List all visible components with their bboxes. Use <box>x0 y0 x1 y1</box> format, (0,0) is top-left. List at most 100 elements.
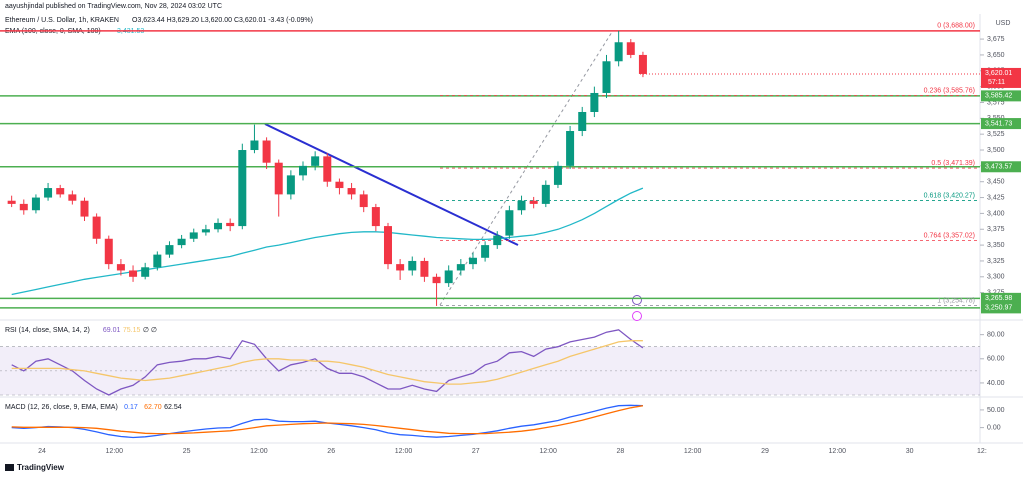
candle-body <box>541 184 550 204</box>
candle-body <box>7 200 16 204</box>
candle-body <box>56 188 65 195</box>
x-tick-label: 12: <box>977 448 987 455</box>
candle-body <box>359 194 368 208</box>
price-badge <box>981 118 1021 130</box>
candle-body <box>323 156 332 182</box>
candle-body <box>201 229 210 233</box>
candle-body <box>226 222 235 227</box>
candle-body <box>626 42 635 55</box>
price-badge-label: 3,473.57 <box>985 164 1012 171</box>
y-tick-label: 3,450 <box>987 179 1005 186</box>
x-tick-label: 12:00 <box>539 448 557 455</box>
logo-mark <box>5 464 14 471</box>
rsi-title: RSI (14, close, SMA, 14, 2) <box>5 327 90 334</box>
candle-body <box>420 260 429 277</box>
candle-body <box>468 257 477 265</box>
candle-body <box>335 181 344 189</box>
price-badge-label: 3,541.73 <box>985 120 1012 127</box>
x-tick-label: 12:00 <box>684 448 702 455</box>
fib-label: 0.5 (3,471.39) <box>931 160 975 167</box>
candle-body <box>456 264 465 271</box>
candle-body <box>214 222 223 230</box>
ohlc-readout: O3,623.44 H3,629.20 L3,620.00 C3,620.01 … <box>132 17 313 24</box>
indicator-readout: 75.15 <box>123 327 141 334</box>
price-badge-label: 3,265.98 <box>985 295 1012 302</box>
candle-body <box>371 207 380 227</box>
candle-body <box>517 200 526 211</box>
candle-body <box>92 216 101 239</box>
y-tick-label: 80.00 <box>987 331 1005 338</box>
candle-body <box>566 131 575 166</box>
candle-body <box>274 162 283 195</box>
y-tick-label: 40.00 <box>987 380 1005 387</box>
candle-body <box>614 42 623 62</box>
y-tick-label: 60.00 <box>987 356 1005 363</box>
y-tick-label: 3,300 <box>987 274 1005 281</box>
y-tick-label: 3,650 <box>987 52 1005 59</box>
current-price-badge <box>981 67 1021 88</box>
candle-body <box>116 264 125 271</box>
trend-line <box>264 123 519 246</box>
countdown: 57:11 <box>988 79 1005 86</box>
price-badge <box>981 90 1021 102</box>
fib-label: 0 (3,688.00) <box>937 23 975 30</box>
currency: USD <box>996 20 1011 27</box>
price-badge <box>981 161 1021 173</box>
candle-body <box>262 140 271 163</box>
candle-body <box>129 270 138 277</box>
candle-body <box>408 260 417 271</box>
price-badge <box>981 302 1021 314</box>
candle-body <box>347 188 356 195</box>
candle-body <box>177 238 186 246</box>
candle-body <box>311 156 320 166</box>
y-tick-label: 3,575 <box>987 99 1005 106</box>
x-tick-label: 28 <box>617 448 625 455</box>
y-tick-label: 3,350 <box>987 242 1005 249</box>
fib-label: 1 (3,254.78) <box>937 297 975 304</box>
price-badge-label: 3,250.97 <box>985 305 1012 312</box>
event-icon[interactable] <box>632 311 642 321</box>
candle-body <box>553 165 562 185</box>
candle-body <box>444 270 453 284</box>
candle-body <box>104 238 113 265</box>
candle-body <box>250 140 259 151</box>
y-tick-label: 3,425 <box>987 194 1005 201</box>
candle-body <box>165 245 174 255</box>
candle-body <box>481 245 490 258</box>
candle-body <box>493 235 502 246</box>
price-badge <box>981 292 1021 304</box>
fib-label: 0.236 (3,585.76) <box>924 88 975 95</box>
footer-brand: TradingView <box>17 463 65 472</box>
candle-body <box>578 111 587 132</box>
candle-body <box>432 276 441 284</box>
candle-body <box>505 210 514 236</box>
current-price-label: 3,620.01 <box>985 70 1012 77</box>
candle-body <box>153 254 162 268</box>
indicator-readout: 62.70 <box>144 404 162 411</box>
event-icon[interactable] <box>632 295 642 305</box>
x-tick-label: 24 <box>38 448 46 455</box>
y-tick-label: 3,400 <box>987 210 1005 217</box>
x-tick-label: 25 <box>183 448 191 455</box>
price-badge-label: 3,585.42 <box>985 93 1012 100</box>
x-tick-label: 12:00 <box>395 448 413 455</box>
x-tick-label: 26 <box>327 448 335 455</box>
candle-body <box>383 226 392 265</box>
indicator-line <box>11 405 644 435</box>
candle-body <box>19 203 28 211</box>
candle-body <box>602 61 611 93</box>
candle-body <box>31 197 40 211</box>
fib-label: 0.618 (3,420.27) <box>924 192 975 199</box>
y-tick-label: 0.00 <box>987 424 1001 431</box>
candle-body <box>286 175 295 195</box>
candle-body <box>238 150 247 227</box>
fib-label: 0.764 (3,357.02) <box>924 232 975 239</box>
candle-body <box>638 54 647 74</box>
y-tick-label: 3,525 <box>987 131 1005 138</box>
indicator-readout: 0.17 <box>124 404 138 411</box>
candle-body <box>80 200 89 217</box>
y-tick-label: 3,500 <box>987 147 1005 154</box>
candle-body <box>44 188 53 198</box>
